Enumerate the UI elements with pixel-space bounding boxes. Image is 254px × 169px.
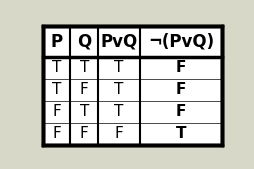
Text: F: F: [52, 126, 61, 141]
Text: F: F: [176, 60, 186, 75]
Text: F: F: [176, 82, 186, 97]
Text: T: T: [115, 82, 124, 97]
Text: F: F: [80, 126, 89, 141]
Text: T: T: [80, 60, 89, 75]
Text: T: T: [115, 60, 124, 75]
Text: T: T: [52, 82, 61, 97]
Text: T: T: [80, 104, 89, 119]
Text: T: T: [115, 104, 124, 119]
Text: F: F: [80, 82, 89, 97]
Text: F: F: [52, 104, 61, 119]
Text: P: P: [50, 32, 62, 51]
Text: T: T: [52, 60, 61, 75]
Text: F: F: [176, 104, 186, 119]
Text: PvQ: PvQ: [101, 32, 138, 51]
Text: Q: Q: [77, 32, 91, 51]
Text: ¬(PvQ): ¬(PvQ): [148, 32, 214, 51]
Text: F: F: [115, 126, 123, 141]
Text: T: T: [176, 126, 186, 141]
